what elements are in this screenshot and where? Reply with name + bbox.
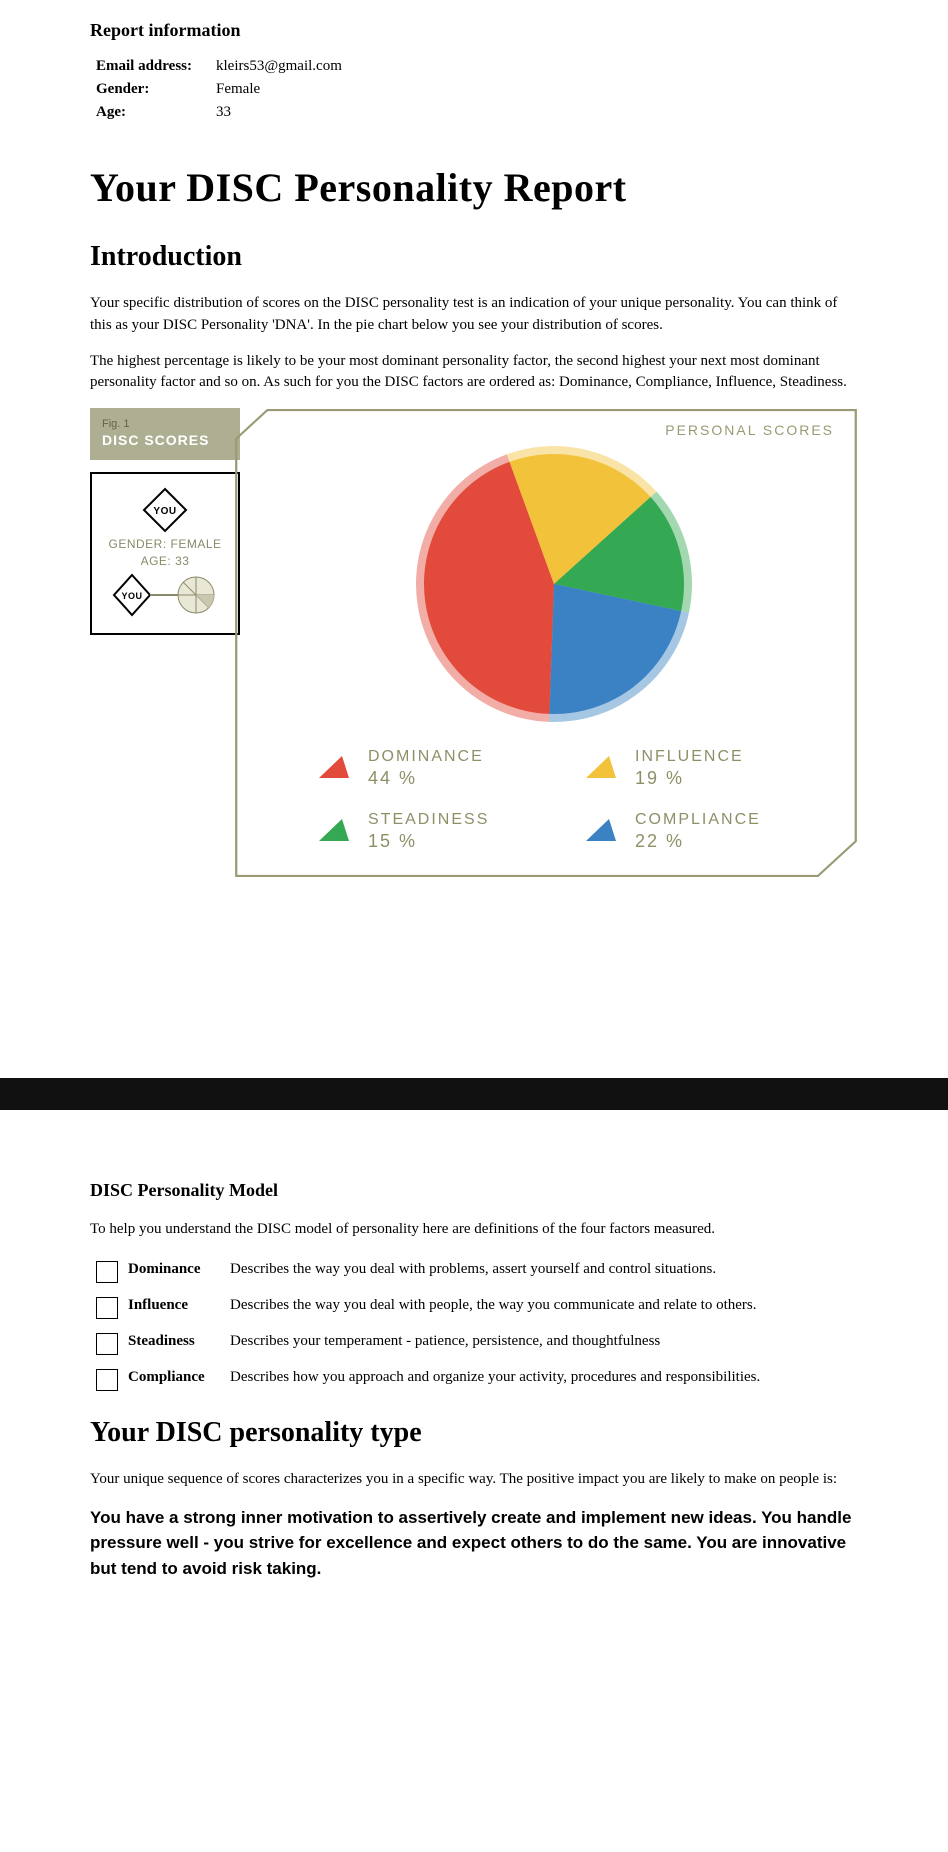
intro-paragraph: Your specific distribution of scores on …	[90, 293, 858, 337]
info-label: Gender:	[96, 78, 216, 101]
you-diamond-icon: YOU	[141, 486, 189, 534]
factor-row: Influence Describes the way you deal wit…	[90, 1297, 858, 1319]
legend-pct: 15 %	[368, 831, 489, 852]
factor-row: Steadiness Describes your temperament - …	[90, 1333, 858, 1355]
legend-pct: 44 %	[368, 768, 484, 789]
factor-name: Compliance	[128, 1369, 220, 1386]
you-gender: GENDER: FEMALE	[100, 537, 230, 551]
factor-name: Influence	[128, 1297, 220, 1314]
report-info-heading: Report information	[90, 20, 858, 41]
checkbox-icon	[96, 1369, 118, 1391]
factor-desc: Describes the way you deal with problems…	[230, 1261, 858, 1278]
factor-row: Compliance Describes how you approach an…	[90, 1369, 858, 1391]
figure-title: DISC SCORES	[102, 432, 209, 448]
factor-name: Steadiness	[128, 1333, 220, 1350]
legend-item-dominance: DOMINANCE 44 %	[314, 748, 551, 789]
factor-desc: Describes your temperament - patience, p…	[230, 1333, 858, 1350]
panel-title: PERSONAL SCORES	[274, 422, 834, 438]
table-row: Email address: kleirs53@gmail.com	[96, 55, 352, 78]
info-label: Age:	[96, 101, 216, 124]
info-value: kleirs53@gmail.com	[216, 55, 352, 78]
checkbox-icon	[96, 1297, 118, 1319]
info-value: 33	[216, 101, 352, 124]
factor-row: Dominance Describes the way you deal wit…	[90, 1261, 858, 1283]
pie-legend: DOMINANCE 44 % INFLUENCE 19 % STEADINESS 15…	[274, 748, 834, 852]
table-row: Gender: Female	[96, 78, 352, 101]
model-intro: To help you understand the DISC model of…	[90, 1219, 858, 1241]
type-impact: You have a strong inner motivation to as…	[90, 1505, 858, 1582]
legend-pct: 22 %	[635, 831, 761, 852]
intro-heading: Introduction	[90, 241, 858, 273]
legend-label: DOMINANCE	[368, 748, 484, 765]
table-row: Age: 33	[96, 101, 352, 124]
legend-item-steadiness: STEADINESS 15 %	[314, 811, 551, 852]
figure-caption: Fig. 1 DISC SCORES	[90, 408, 240, 460]
legend-item-influence: INFLUENCE 19 %	[581, 748, 818, 789]
factor-desc: Describes the way you deal with people, …	[230, 1297, 858, 1314]
triangle-icon	[314, 813, 354, 845]
you-age: AGE: 33	[100, 554, 230, 568]
legend-label: STEADINESS	[368, 811, 489, 828]
disc-pie-chart	[404, 444, 704, 729]
svg-text:YOU: YOU	[121, 591, 142, 601]
info-label: Email address:	[96, 55, 216, 78]
intro-paragraph: The highest percentage is likely to be y…	[90, 351, 858, 395]
triangle-icon	[314, 750, 354, 782]
info-value: Female	[216, 78, 352, 101]
factor-name: Dominance	[128, 1261, 220, 1278]
type-heading: Your DISC personality type	[90, 1417, 858, 1449]
legend-pct: 19 %	[635, 768, 744, 789]
legend-label: INFLUENCE	[635, 748, 744, 765]
figure-number: Fig. 1	[102, 418, 228, 430]
type-intro: Your unique sequence of scores character…	[90, 1469, 858, 1491]
svg-text:YOU: YOU	[153, 506, 176, 517]
legend-label: COMPLIANCE	[635, 811, 761, 828]
checkbox-icon	[96, 1333, 118, 1355]
checkbox-icon	[96, 1261, 118, 1283]
model-heading: DISC Personality Model	[90, 1180, 858, 1201]
page-title: Your DISC Personality Report	[90, 164, 858, 211]
triangle-icon	[581, 813, 621, 845]
page-divider	[0, 1078, 948, 1110]
factor-desc: Describes how you approach and organize …	[230, 1369, 858, 1386]
report-info-table: Email address: kleirs53@gmail.com Gender…	[96, 55, 352, 124]
legend-item-compliance: COMPLIANCE 22 %	[581, 811, 818, 852]
you-info-box: YOU GENDER: FEMALE AGE: 33 YOU	[90, 472, 240, 635]
disc-scores-figure: Fig. 1 DISC SCORES YOU GENDER: FEMALE AG…	[90, 408, 858, 878]
you-mini-chart-icon: YOU	[110, 571, 220, 619]
triangle-icon	[581, 750, 621, 782]
